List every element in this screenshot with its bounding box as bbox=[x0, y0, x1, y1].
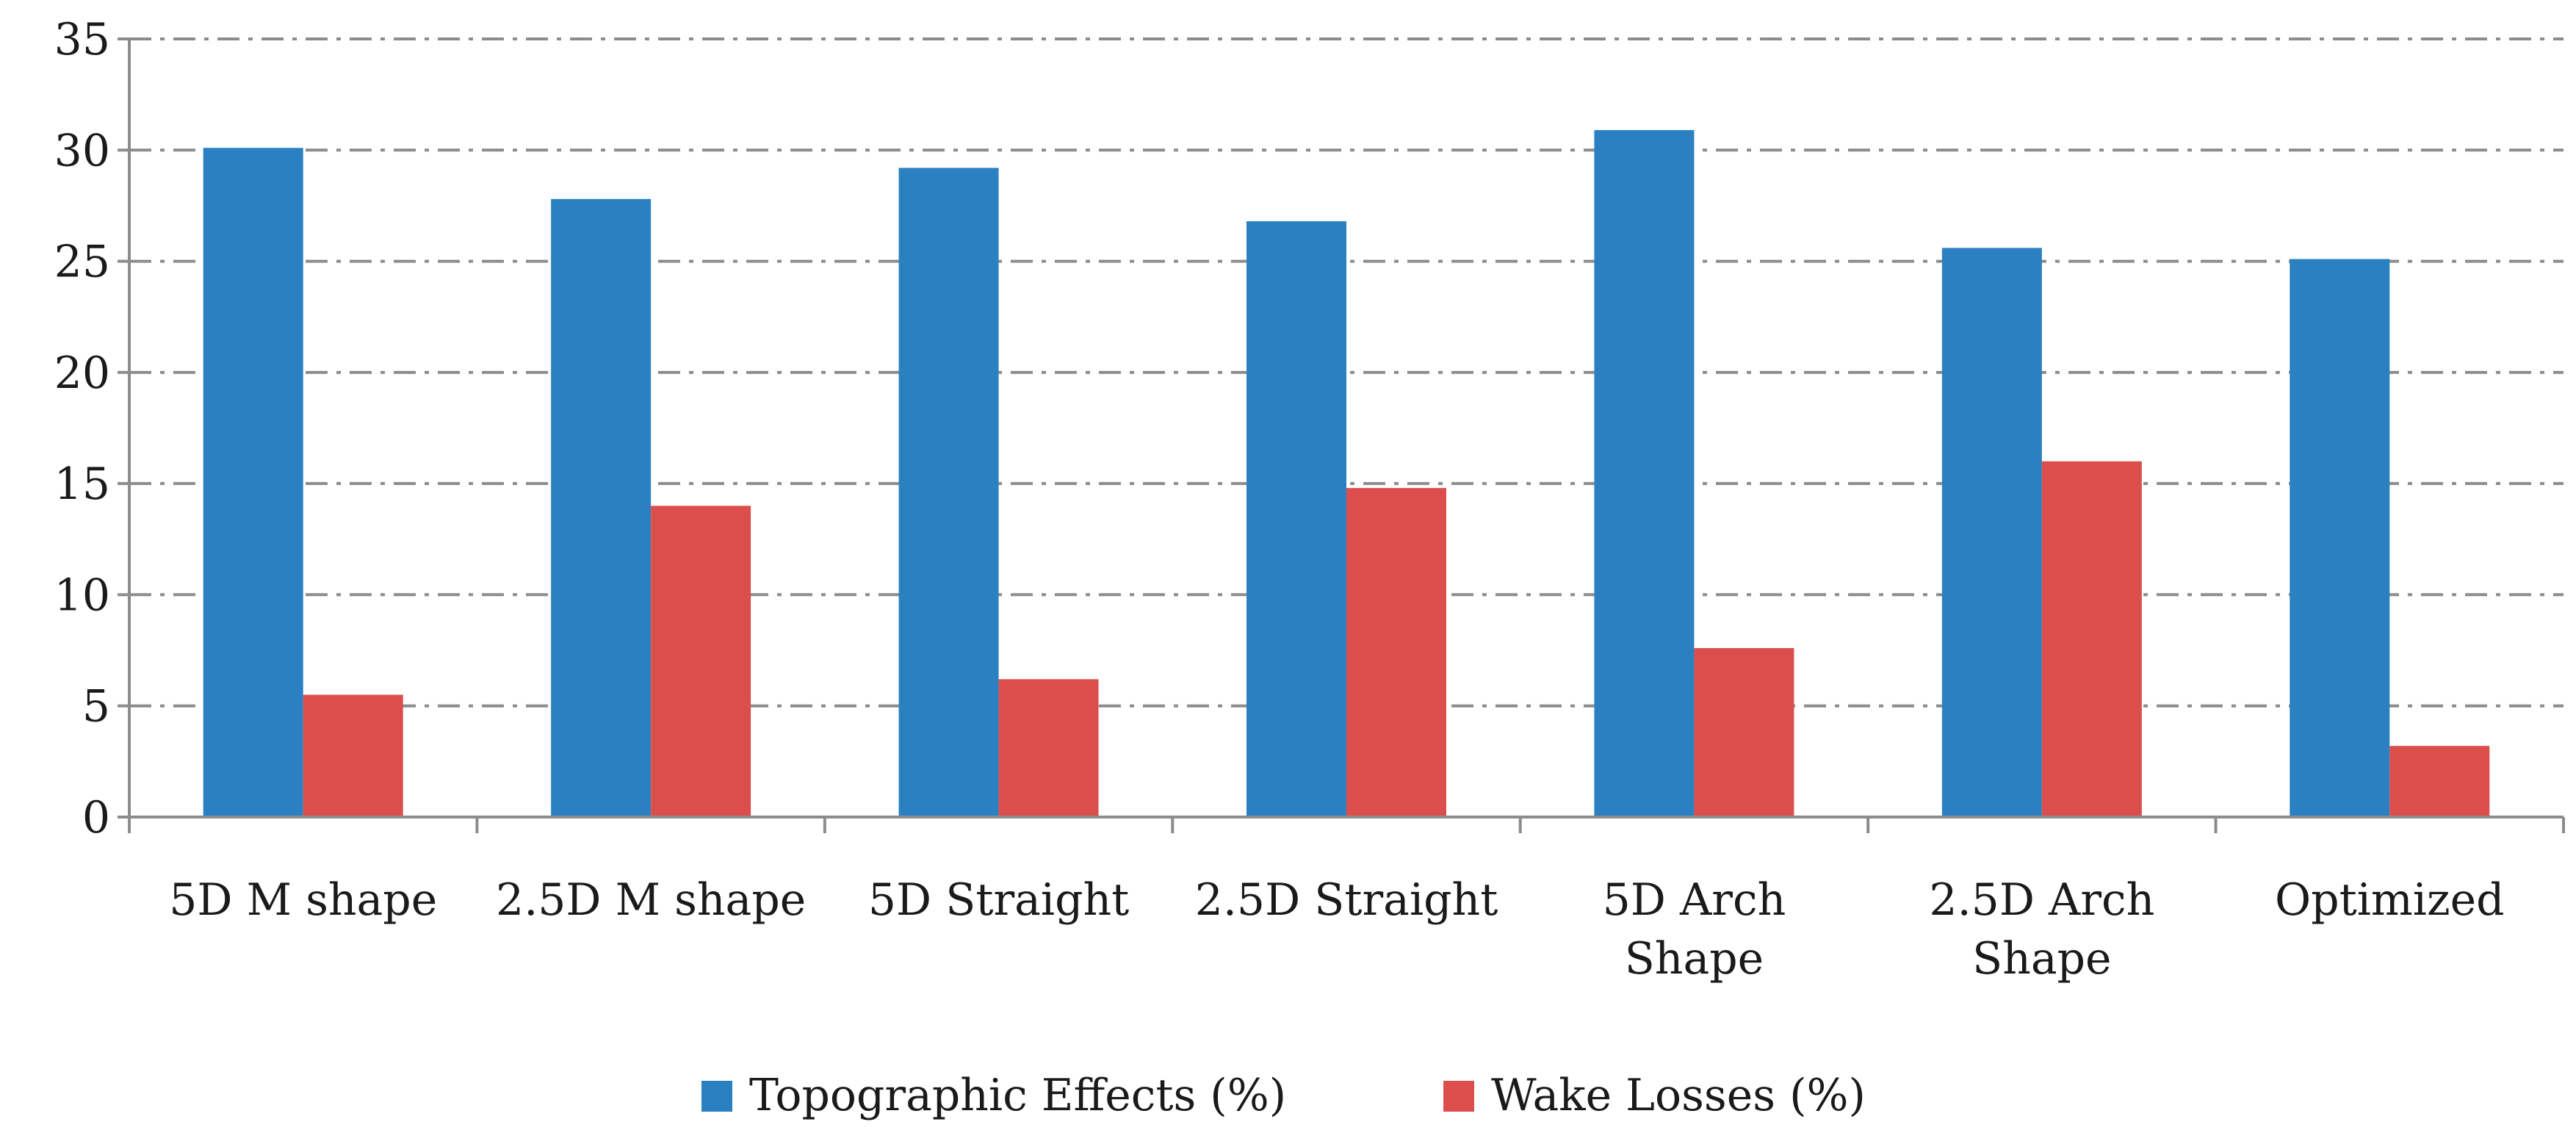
bar-wake-3 bbox=[1346, 488, 1446, 817]
legend-topographic: Topographic Effects (%) bbox=[701, 1070, 1286, 1121]
axes bbox=[118, 37, 2565, 833]
x-category-label: 2.5D Arch Shape bbox=[1929, 874, 2154, 985]
y-tick-labels: 0 5 10 15 20 25 30 35 bbox=[54, 14, 110, 843]
x-category-label: 5D M shape bbox=[169, 874, 437, 926]
x-category-label: 5D Straight bbox=[868, 874, 1129, 926]
bar-wake-5 bbox=[2041, 461, 2142, 817]
bar-topographic-3 bbox=[1246, 221, 1346, 817]
bar-topographic-6 bbox=[2290, 259, 2390, 817]
legend-label: Topographic Effects (%) bbox=[749, 1070, 1286, 1121]
gridlines bbox=[129, 37, 2564, 708]
y-tick-label: 30 bbox=[54, 125, 110, 176]
bar-wake-4 bbox=[1694, 648, 1794, 817]
bar-wake-0 bbox=[303, 694, 403, 817]
bar-wake-1 bbox=[651, 506, 751, 817]
x-category-label: 5D Arch Shape bbox=[1603, 874, 1786, 985]
x-category-label: 2.5D M shape bbox=[496, 874, 806, 926]
legend: Topographic Effects (%) Wake Losses (%) bbox=[701, 1070, 1866, 1121]
legend-wake: Wake Losses (%) bbox=[1443, 1070, 1866, 1121]
y-tick-label: 10 bbox=[54, 569, 110, 621]
bar-topographic-2 bbox=[898, 168, 999, 817]
y-tick-label: 0 bbox=[82, 792, 110, 843]
legend-label: Wake Losses (%) bbox=[1491, 1070, 1866, 1121]
bar-topographic-4 bbox=[1594, 130, 1695, 817]
x-category-label: 2.5D Straight bbox=[1195, 874, 1498, 926]
y-tick-label: 15 bbox=[54, 458, 110, 510]
bar-wake-2 bbox=[998, 679, 1099, 817]
y-tick-label: 20 bbox=[54, 348, 110, 399]
bar-topographic-0 bbox=[203, 148, 303, 817]
legend-swatch bbox=[701, 1081, 732, 1112]
bar-wake-6 bbox=[2389, 746, 2490, 817]
x-category-label: Optimized bbox=[2275, 874, 2505, 926]
y-tick-label: 35 bbox=[54, 14, 110, 65]
x-category-labels: 5D M shape 2.5D M shape 5D Straight 2.5D St… bbox=[169, 874, 2504, 985]
legend-swatch bbox=[1443, 1081, 1474, 1112]
bar-topographic-1 bbox=[551, 198, 652, 817]
bars bbox=[203, 130, 2490, 818]
y-tick-label: 25 bbox=[54, 237, 110, 288]
bar-topographic-5 bbox=[1941, 248, 2042, 818]
y-tick-label: 5 bbox=[82, 681, 110, 733]
